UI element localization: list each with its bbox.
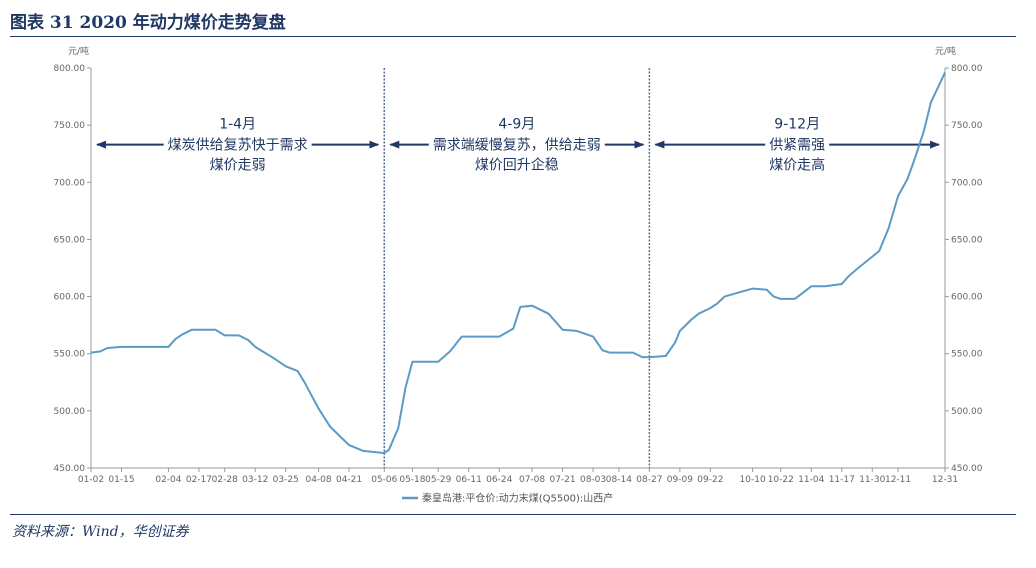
period-description: 需求端缓慢复苏，供给走弱 <box>433 137 601 154</box>
x-tick-label: 07-21 <box>549 475 575 485</box>
x-tick-label: 01-15 <box>108 475 134 485</box>
x-tick-label: 01-02 <box>78 475 104 485</box>
y-tick-label-left: 450.00 <box>54 464 86 474</box>
chart-axes <box>87 67 949 472</box>
y-tick-label-left: 650.00 <box>54 235 86 245</box>
y-tick-label-right: 700.00 <box>951 178 983 188</box>
y-tick-label-left: 750.00 <box>54 121 86 131</box>
y-unit-right: 元/吨 <box>935 45 956 57</box>
y-tick-label-right: 750.00 <box>951 121 983 131</box>
x-tick-label: 09-22 <box>697 475 723 485</box>
y-tick-label-right: 550.00 <box>951 350 983 360</box>
period-dividers <box>383 68 651 468</box>
x-tick-label: 02-04 <box>155 475 181 485</box>
x-tick-label: 07-08 <box>519 475 545 485</box>
x-tick-label: 05-18 <box>399 475 425 485</box>
y-tick-label-right: 500.00 <box>951 407 983 417</box>
y-unit-left: 元/吨 <box>68 45 89 57</box>
x-tick-label: 12-31 <box>932 475 958 485</box>
y-tick-label-right: 650.00 <box>951 235 983 245</box>
x-tick-label: 10-10 <box>740 475 766 485</box>
x-tick-label: 11-17 <box>829 475 855 485</box>
title-rule <box>10 36 1016 37</box>
x-tick-label: 03-12 <box>242 475 268 485</box>
x-tick-label: 08-14 <box>606 475 632 485</box>
period-description: 供紧需强 <box>769 138 825 154</box>
series-layer <box>90 72 946 455</box>
period-description: 煤价回升企稳 <box>475 157 559 174</box>
figure-title: 图表 31 2020 年动力煤价走势复盘 <box>10 13 286 33</box>
x-tick-label: 06-24 <box>486 475 512 485</box>
x-tick-label: 08-03 <box>580 475 606 485</box>
x-tick-label: 12-11 <box>885 475 911 485</box>
coal-price-line-chart: 元/吨 元/吨 450.00 450.00 500.00 500.00 550.00 550.… <box>54 45 983 505</box>
x-tick-label: 04-08 <box>305 475 331 485</box>
x-tick-label: 03-25 <box>273 475 299 485</box>
x-tick-label: 06-11 <box>456 475 482 485</box>
legend-label: 秦皇岛港:平仓价:动力末煤(Q5500):山西产 <box>422 492 613 505</box>
y-tick-label-left: 800.00 <box>54 64 86 74</box>
y-tick-label-left: 500.00 <box>54 407 86 417</box>
x-tick-label: 05-29 <box>425 475 451 485</box>
x-tick-label: 04-21 <box>336 475 362 485</box>
period-label: 9-12月 <box>774 117 820 133</box>
period-description: 煤炭供给复苏快于需求 <box>168 137 308 154</box>
annotation-bg <box>163 136 312 153</box>
x-tick-label: 05-06 <box>371 475 397 485</box>
x-tick-label: 10-22 <box>768 475 794 485</box>
x-tick-label: 02-17 <box>186 475 212 485</box>
period-description: 煤价走高 <box>769 157 825 174</box>
period-description: 煤价走弱 <box>210 158 266 174</box>
source-note: 资料来源：Wind，华创证券 <box>12 524 189 540</box>
y-tick-label-right: 600.00 <box>951 293 983 303</box>
period-label: 1-4月 <box>219 117 256 133</box>
chart-legend: 秦皇岛港:平仓价:动力末煤(Q5500):山西产 <box>402 492 613 505</box>
y-tick-label-left: 600.00 <box>54 293 86 303</box>
annotation-bg <box>428 136 605 153</box>
annotation-bg <box>765 136 830 153</box>
y-tick-label-right: 800.00 <box>951 64 983 74</box>
price-series-line <box>90 72 946 455</box>
x-tick-label: 11-30 <box>859 475 885 485</box>
y-tick-label-left: 550.00 <box>54 350 86 360</box>
chart-tick-labels: 元/吨 元/吨 450.00 450.00 500.00 500.00 550.00 550.… <box>54 45 983 485</box>
x-tick-label: 09-09 <box>667 475 693 485</box>
y-tick-label-right: 450.00 <box>951 464 983 474</box>
y-tick-label-left: 700.00 <box>54 178 86 188</box>
x-tick-label: 02-28 <box>212 475 238 485</box>
footer-rule <box>10 514 1016 515</box>
x-tick-label: 11-04 <box>798 475 824 485</box>
x-tick-label: 08-27 <box>636 475 662 485</box>
period-label: 4-9月 <box>498 117 535 133</box>
